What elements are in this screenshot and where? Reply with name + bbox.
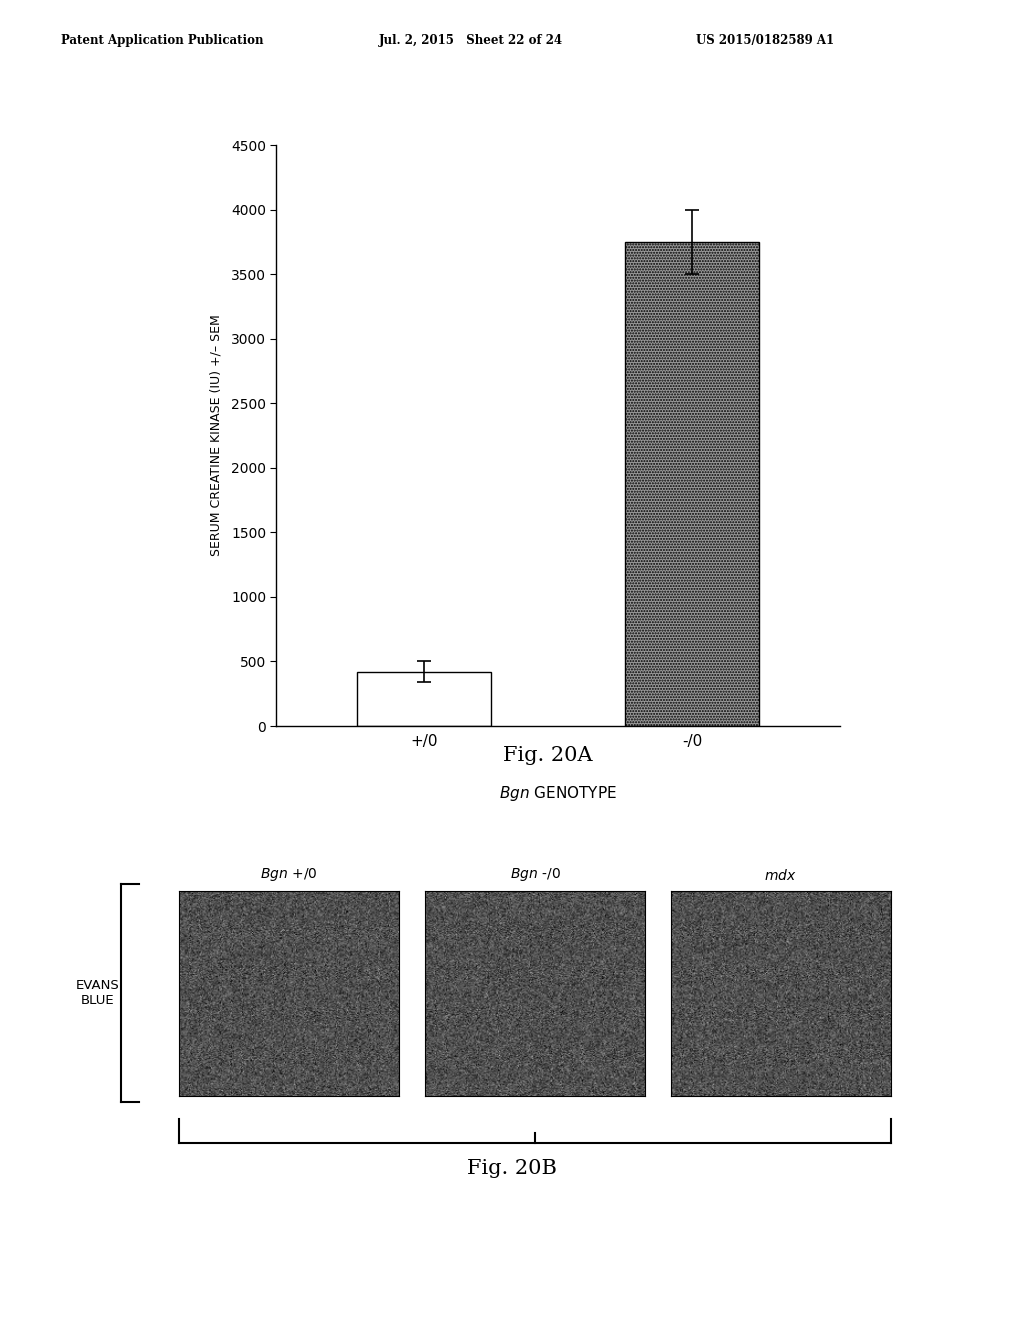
Text: $\mathit{mdx}$: $\mathit{mdx}$	[765, 869, 797, 883]
Text: US 2015/0182589 A1: US 2015/0182589 A1	[696, 34, 835, 48]
Bar	[357, 672, 492, 726]
Text: $\mathit{Bgn}$ -/0: $\mathit{Bgn}$ -/0	[510, 866, 560, 883]
Text: EVANS
BLUE: EVANS BLUE	[76, 979, 119, 1007]
Text: Patent Application Publication: Patent Application Publication	[61, 34, 264, 48]
Text: Jul. 2, 2015   Sheet 22 of 24: Jul. 2, 2015 Sheet 22 of 24	[379, 34, 563, 48]
Y-axis label: SERUM CREATINE KINASE (IU) +/– SEM: SERUM CREATINE KINASE (IU) +/– SEM	[210, 314, 222, 557]
Text: Fig. 20B: Fig. 20B	[467, 1159, 557, 1177]
Text: $\mathit{Bgn}$ GENOTYPE: $\mathit{Bgn}$ GENOTYPE	[499, 784, 617, 803]
Text: $\mathit{Bgn}$ +/0: $\mathit{Bgn}$ +/0	[260, 866, 318, 883]
Text: Fig. 20A: Fig. 20A	[503, 746, 593, 764]
Bar	[625, 242, 759, 726]
